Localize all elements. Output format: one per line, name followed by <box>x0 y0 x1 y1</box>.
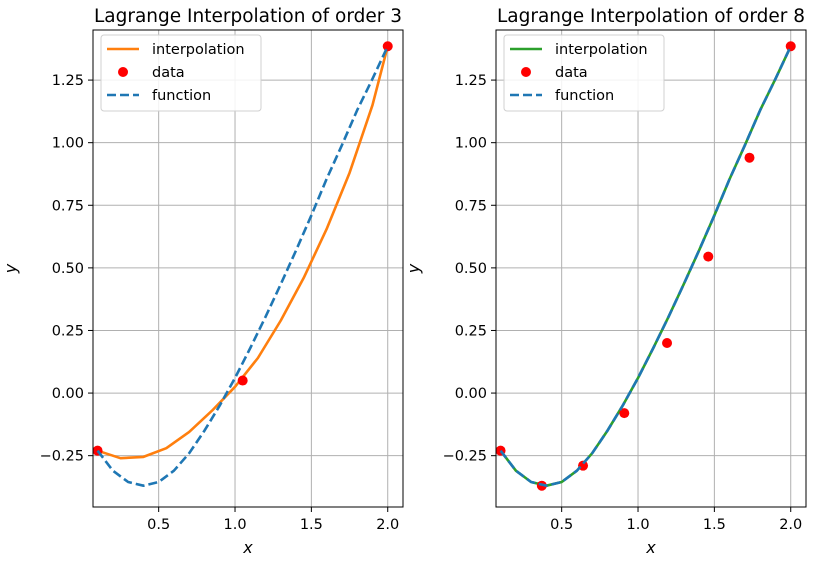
chart-title: Lagrange Interpolation of order 8 <box>497 6 805 27</box>
legend-label: interpolation <box>555 42 648 58</box>
legend-label: interpolation <box>152 42 245 58</box>
y-tick-label: 0.25 <box>455 323 487 339</box>
y-tick-label: 0.50 <box>52 261 84 277</box>
series-line-function <box>499 45 792 488</box>
x-tick-label: 1.0 <box>626 517 649 533</box>
chart-panel-2: 0.5 1.0 1.5 2.0 −0.25 0.00 0.25 0.50 0.75 1.00 1.2… <box>404 6 807 557</box>
y-tick-label: 1.00 <box>52 136 84 152</box>
legend-marker-data <box>118 67 128 77</box>
data-point <box>662 337 673 348</box>
y-tick-label: 1.25 <box>52 73 84 89</box>
series-line-interpolation <box>499 44 793 488</box>
y-tick-label: 0.00 <box>455 386 487 402</box>
data-point <box>703 251 714 262</box>
plot-frame <box>495 29 807 508</box>
x-tick-label: 1.5 <box>300 517 323 533</box>
legend-label: function <box>555 88 614 104</box>
legend: interpolation data function <box>503 34 665 112</box>
y-tick-label: 1.25 <box>455 73 487 89</box>
x-axis-label: x <box>645 538 656 557</box>
x-tick-label: 2.0 <box>376 517 399 533</box>
data-point <box>382 41 393 52</box>
y-tick-label: 0.25 <box>52 323 84 339</box>
x-tick-label: 1.0 <box>223 517 246 533</box>
x-tick-label: 1.5 <box>703 517 726 533</box>
x-tick-label: 0.5 <box>147 517 170 533</box>
y-axis-label: y <box>404 263 423 274</box>
data-point <box>619 408 630 419</box>
series-line-interpolation <box>96 44 390 460</box>
y-tick-label: 1.00 <box>455 136 487 152</box>
plot-frame <box>92 29 404 508</box>
x-axis-label: x <box>242 538 253 557</box>
series-line-function <box>96 45 389 488</box>
y-tick-label: 0.00 <box>52 386 84 402</box>
legend-label: data <box>152 65 185 81</box>
data-point <box>237 375 248 386</box>
legend-marker-data <box>521 67 531 77</box>
y-tick-label: −0.25 <box>40 449 84 465</box>
y-tick-label: 0.75 <box>52 198 84 214</box>
chart-title: Lagrange Interpolation of order 3 <box>94 6 402 27</box>
y-tick-label: 0.75 <box>455 198 487 214</box>
y-tick-label: −0.25 <box>443 449 487 465</box>
x-tick-label: 0.5 <box>550 517 573 533</box>
y-axis-label: y <box>1 263 20 274</box>
data-point <box>744 152 755 163</box>
legend-box <box>503 34 665 112</box>
legend-label: data <box>555 65 588 81</box>
legend: interpolation data function <box>100 34 262 112</box>
chart-panel-1: 0.5 1.0 1.5 2.0 −0.25 0.00 0.25 0.50 0.75 1.00 1.2… <box>1 6 404 557</box>
x-tick-label: 2.0 <box>779 517 802 533</box>
data-point <box>785 41 796 52</box>
y-tick-label: 0.50 <box>455 261 487 277</box>
legend-label: function <box>152 88 211 104</box>
legend-box <box>100 34 262 112</box>
